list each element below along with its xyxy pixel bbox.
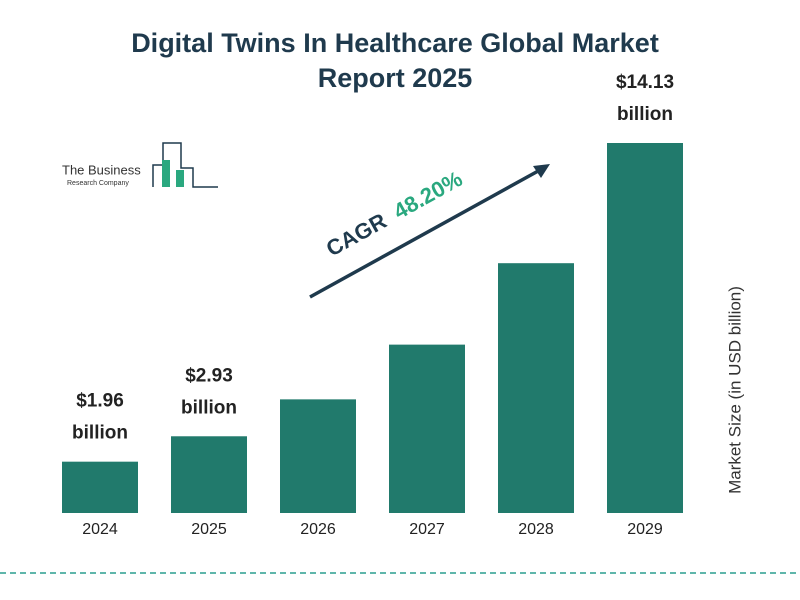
bar <box>498 263 574 513</box>
logo-bar <box>162 160 170 187</box>
chart-title: Digital Twins In Healthcare Global Marke… <box>131 28 659 93</box>
cagr-arrow <box>309 168 541 299</box>
bar <box>607 143 683 513</box>
x-tick-label: 2027 <box>409 521 445 538</box>
value-label: $2.93 billion <box>181 365 237 418</box>
cagr-arrowhead <box>533 164 550 178</box>
logo-subtext: Research Company <box>67 180 129 187</box>
value-label: $14.13 billion <box>616 72 674 125</box>
x-tick-label: 2026 <box>300 521 336 538</box>
logo: The Business Research Company <box>62 142 218 188</box>
x-tick-label: 2029 <box>627 521 663 538</box>
bar <box>280 399 356 513</box>
logo-outline <box>152 142 218 188</box>
logo-bar <box>176 170 184 187</box>
logo-text: The Business <box>62 162 141 177</box>
value-label: $1.96 billion <box>72 391 128 444</box>
x-tick-label: 2025 <box>191 521 227 538</box>
bar <box>389 344 465 513</box>
x-tick-label: 2028 <box>518 521 554 538</box>
x-tick-label: 2024 <box>82 521 118 538</box>
bar <box>171 436 247 513</box>
bar <box>62 461 138 513</box>
y-axis-label: Market Size (in USD billion) <box>725 286 744 494</box>
